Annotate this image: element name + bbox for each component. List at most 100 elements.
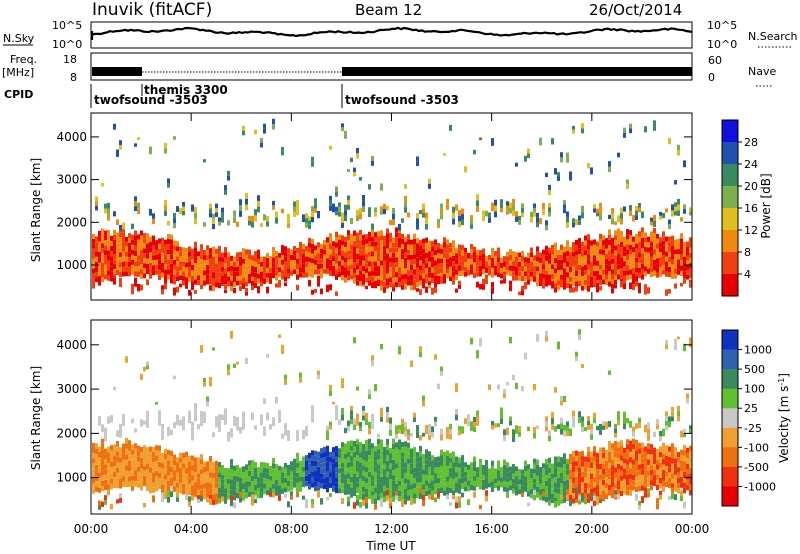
heatmap-cell (476, 249, 479, 256)
heatmap-cell (296, 457, 299, 463)
heatmap-cell (572, 456, 575, 462)
heatmap-cell (548, 253, 551, 259)
heatmap-cell (161, 473, 164, 480)
heatmap-cell (338, 202, 341, 208)
heatmap-cell (365, 268, 368, 273)
heatmap-cell (413, 249, 416, 255)
heatmap-cell (467, 269, 470, 276)
heatmap-cell (290, 461, 293, 467)
heatmap-cell (515, 256, 518, 262)
heatmap-cell (164, 269, 167, 275)
heatmap-cell (620, 218, 623, 225)
heatmap-cell (578, 451, 581, 457)
heatmap-cell (605, 258, 608, 265)
heatmap-cell (437, 223, 440, 228)
heatmap-cell (506, 270, 509, 275)
heatmap-cell (377, 443, 380, 450)
heatmap-cell (470, 269, 473, 275)
heatmap-cell (518, 215, 521, 221)
heatmap-cell (608, 229, 611, 235)
heatmap-cell (287, 248, 290, 254)
heatmap-cell (599, 254, 602, 260)
heatmap-cell (383, 209, 386, 215)
heatmap-cell (650, 474, 653, 481)
heatmap-cell (548, 477, 551, 483)
heatmap-cell (347, 270, 350, 276)
heatmap-cell (119, 428, 122, 434)
heatmap-cell (122, 241, 125, 247)
heatmap-cell (611, 258, 614, 264)
heatmap-cell (299, 267, 302, 273)
heatmap-cell (683, 343, 686, 352)
heatmap-cell (329, 451, 332, 458)
heatmap-cell (566, 277, 569, 283)
heatmap-cell (326, 481, 329, 488)
heatmap-cell (566, 256, 569, 262)
heatmap-cell (140, 245, 143, 250)
heatmap-cell (176, 271, 179, 277)
heatmap-cell (314, 255, 317, 260)
heatmap-cell (572, 471, 575, 478)
heatmap-cell (125, 448, 128, 455)
heatmap-cell (404, 236, 407, 242)
colorbar-tick-label: 1000 (744, 344, 772, 357)
heatmap-cell (584, 482, 587, 489)
heatmap-cell (200, 269, 203, 275)
heatmap-cell (347, 245, 350, 251)
heatmap-cell (368, 466, 371, 472)
heatmap-cell (557, 424, 560, 430)
heatmap-cell (308, 252, 311, 258)
heatmap-cell (581, 426, 584, 433)
heatmap-cell (662, 245, 665, 251)
heatmap-cell (110, 478, 113, 484)
heatmap-cell (665, 460, 668, 467)
heatmap-cell (203, 377, 206, 383)
heatmap-cell (191, 465, 194, 471)
heatmap-cell (98, 415, 101, 421)
heatmap-cell (149, 462, 152, 468)
heatmap-cell (608, 214, 611, 219)
heatmap-cell (191, 264, 194, 271)
heatmap-cell (449, 477, 452, 483)
heatmap-cell (212, 286, 215, 292)
heatmap-cell (140, 235, 143, 241)
heatmap-cell (611, 481, 614, 488)
heatmap-cell (680, 465, 683, 472)
heatmap-cell (446, 273, 449, 279)
heatmap-cell (104, 255, 107, 260)
heatmap-cell (260, 492, 263, 498)
freq-tick-low: 8 (70, 71, 77, 84)
heatmap-cell (140, 446, 143, 453)
heatmap-cell (131, 234, 134, 240)
heatmap-cell (158, 415, 161, 421)
heatmap-cell (107, 208, 110, 215)
heatmap-cell (254, 462, 257, 468)
x-tick-label: 08:00 (274, 522, 309, 536)
heatmap-cell (359, 447, 362, 453)
heatmap-cell (335, 291, 338, 296)
heatmap-cell (368, 275, 371, 281)
heatmap-cell (248, 215, 251, 221)
heatmap-cell (311, 258, 314, 264)
nave-label: Nave (748, 65, 776, 78)
heatmap-cell (374, 280, 377, 286)
heatmap-cell (677, 243, 680, 250)
heatmap-cell (305, 470, 308, 476)
heatmap-cell (248, 249, 251, 255)
heatmap-cell (182, 261, 185, 267)
heatmap-cell (326, 284, 329, 293)
heatmap-cell (620, 445, 623, 451)
heatmap-cell (221, 257, 224, 263)
heatmap-cell (257, 273, 260, 279)
heatmap-cell (638, 241, 641, 247)
heatmap-cell (98, 241, 101, 247)
heatmap-cell (428, 429, 431, 435)
heatmap-cell (683, 482, 686, 488)
heatmap-cell (389, 237, 392, 243)
heatmap-cell (656, 253, 659, 259)
heatmap-cell (608, 468, 611, 474)
heatmap-cell (245, 259, 248, 266)
heatmap-cell (191, 204, 194, 212)
heatmap-cell (512, 468, 515, 474)
heatmap-cell (620, 440, 623, 446)
